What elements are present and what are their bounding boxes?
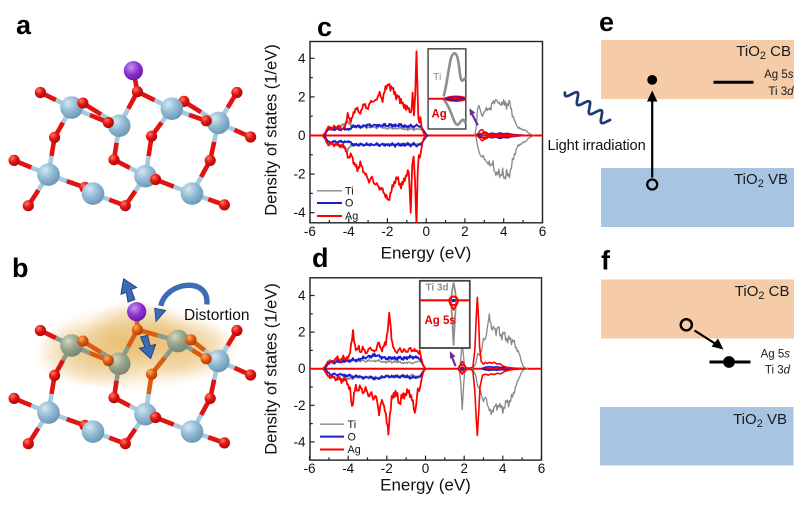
svg-text:O: O: [345, 198, 353, 210]
svg-text:TiO2 VB: TiO2 VB: [733, 411, 787, 430]
svg-text:2: 2: [460, 461, 468, 476]
svg-text:Ti 3d: Ti 3d: [768, 86, 794, 98]
svg-text:0: 0: [298, 361, 306, 376]
svg-text:2: 2: [298, 89, 306, 104]
svg-text:4: 4: [500, 224, 508, 239]
svg-text:Ag 5s: Ag 5s: [761, 349, 791, 361]
svg-text:-4: -4: [343, 224, 355, 239]
svg-text:4: 4: [298, 51, 306, 66]
svg-text:-6: -6: [304, 224, 316, 239]
svg-text:Light irradiation: Light irradiation: [548, 138, 646, 154]
svg-text:Ag 5s: Ag 5s: [764, 69, 794, 81]
svg-text:-2: -2: [293, 167, 305, 182]
svg-text:Ti: Ti: [345, 186, 354, 198]
svg-text:0: 0: [422, 224, 430, 239]
svg-text:-2: -2: [293, 398, 305, 413]
svg-text:Ti 3d: Ti 3d: [765, 365, 791, 377]
svg-text:Ti: Ti: [433, 71, 441, 83]
svg-text:Ag: Ag: [348, 444, 361, 456]
svg-text:Density of states (1/eV): Density of states (1/eV): [263, 44, 281, 216]
svg-text:2: 2: [461, 224, 469, 239]
svg-text:f: f: [601, 246, 611, 276]
svg-text:Ag 5s: Ag 5s: [425, 315, 456, 327]
svg-text:6: 6: [539, 224, 547, 239]
svg-text:d: d: [312, 243, 329, 273]
svg-text:-4: -4: [293, 434, 305, 449]
svg-text:TiO2 CB: TiO2 CB: [736, 43, 791, 62]
svg-text:0: 0: [422, 461, 430, 476]
svg-text:0: 0: [298, 128, 306, 143]
svg-text:e: e: [599, 7, 614, 37]
svg-text:4: 4: [298, 288, 306, 303]
svg-text:c: c: [317, 12, 332, 42]
svg-text:TiO2 CB: TiO2 CB: [735, 283, 790, 302]
svg-text:-2: -2: [381, 224, 393, 239]
svg-text:Ag: Ag: [345, 211, 358, 223]
svg-text:Ti 3d: Ti 3d: [426, 283, 449, 294]
svg-text:a: a: [16, 10, 32, 40]
svg-text:Energy (eV): Energy (eV): [380, 476, 471, 495]
svg-text:b: b: [12, 253, 29, 283]
svg-text:Ti: Ti: [348, 419, 357, 431]
svg-text:Ag: Ag: [432, 109, 447, 121]
svg-text:-4: -4: [293, 205, 305, 220]
svg-text:Energy (eV): Energy (eV): [381, 244, 472, 263]
svg-text:Distortion: Distortion: [184, 307, 249, 324]
svg-text:O: O: [348, 431, 356, 443]
svg-text:-4: -4: [342, 461, 354, 476]
svg-text:2: 2: [298, 325, 306, 340]
svg-text:6: 6: [538, 461, 546, 476]
svg-text:Density of states (1/eV): Density of states (1/eV): [263, 283, 281, 455]
svg-text:TiO2 VB: TiO2 VB: [734, 171, 788, 190]
svg-text:-6: -6: [303, 461, 315, 476]
svg-text:-2: -2: [381, 461, 393, 476]
svg-text:4: 4: [499, 461, 507, 476]
